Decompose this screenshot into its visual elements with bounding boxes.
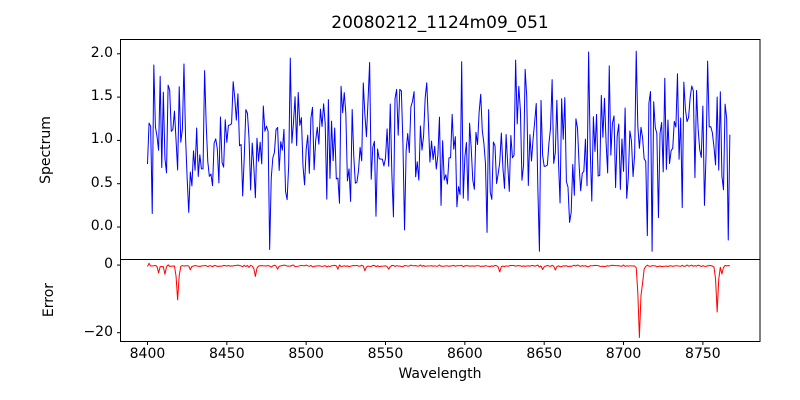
spectrum-y-tick-label: 0.0	[90, 218, 113, 235]
x-tick-label: 8500	[288, 346, 324, 362]
x-axis-label: Wavelength	[398, 366, 482, 382]
error-y-tick-label: 0	[104, 256, 113, 273]
error-polyline	[147, 262, 730, 338]
x-tick-label: 8400	[129, 346, 166, 362]
x-tick-label: 8450	[208, 346, 245, 362]
x-tick-label: 8750	[685, 346, 721, 362]
spectrum-y-tick-label: 2.0	[90, 44, 113, 61]
x-tick-label: 8550	[367, 346, 404, 362]
chart-title: 20080212_1124m09_051	[331, 13, 549, 33]
spectrum-y-tick-label: 1.5	[90, 88, 113, 105]
error-axes-box	[120, 259, 761, 342]
axis-ticks	[117, 53, 704, 345]
error-line	[147, 262, 730, 338]
spectrum-polyline	[146, 50, 731, 252]
x-tick-label: 8700	[605, 346, 642, 362]
error-y-tick-label: −20	[83, 323, 113, 340]
x-tick-label: 8650	[526, 346, 562, 362]
spectrum-y-tick-label: 0.5	[90, 174, 113, 191]
spectrum-line	[146, 50, 731, 252]
axes-frame	[120, 39, 761, 342]
x-tick-label: 8600	[447, 346, 483, 362]
spectrum-y-tick-label: 1.0	[90, 131, 113, 148]
